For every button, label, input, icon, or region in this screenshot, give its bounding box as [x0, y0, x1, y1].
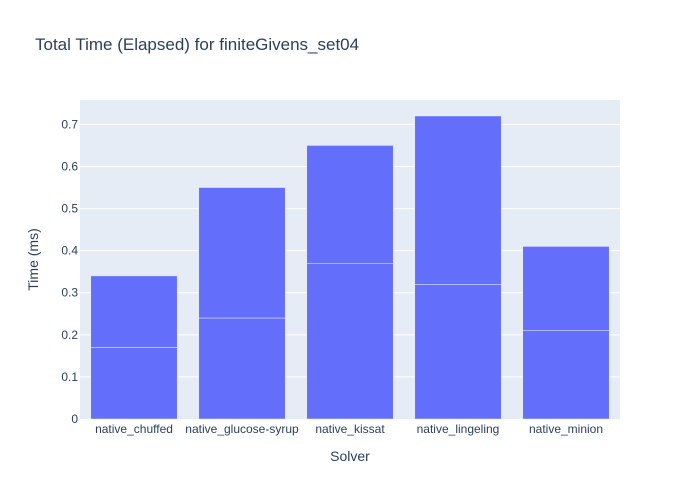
y-tick-label: 0	[71, 412, 78, 426]
x-tick-label: native_lingeling	[417, 422, 500, 436]
x-tick-label: native_minion	[529, 422, 603, 436]
y-axis-ticks: 0 0.1 0.2 0.3 0.4 0.5 0.6 0.7	[61, 117, 78, 426]
bar-segment	[306, 145, 394, 264]
bar-segment	[414, 115, 502, 285]
bar-segment	[90, 275, 178, 348]
x-tick-label: native_glucose-syrup	[185, 422, 299, 436]
y-tick-label: 0.5	[61, 202, 78, 216]
bar-segment	[306, 263, 394, 420]
bars	[90, 115, 610, 420]
y-tick-label: 0.1	[61, 370, 78, 384]
y-tick-label: 0.7	[61, 117, 78, 131]
x-axis-ticks: native_chuffed native_glucose-syrup native…	[95, 422, 603, 436]
y-tick-label: 0.2	[61, 328, 78, 342]
bar-segment	[522, 330, 610, 420]
x-axis-title: Solver	[330, 448, 370, 464]
y-tick-label: 0.4	[61, 244, 78, 258]
y-axis-title: Time (ms)	[25, 228, 41, 290]
x-tick-label: native_kissat	[315, 422, 385, 436]
y-tick-label: 0.3	[61, 286, 78, 300]
bar-segment	[198, 317, 286, 420]
chart-title: Total Time (Elapsed) for finiteGivens_se…	[35, 35, 359, 54]
y-tick-label: 0.6	[61, 159, 78, 173]
bar-segment	[90, 347, 178, 420]
bar-segment	[414, 284, 502, 420]
x-tick-label: native_chuffed	[95, 422, 173, 436]
bar-segment	[198, 187, 286, 319]
bar-segment	[522, 246, 610, 331]
